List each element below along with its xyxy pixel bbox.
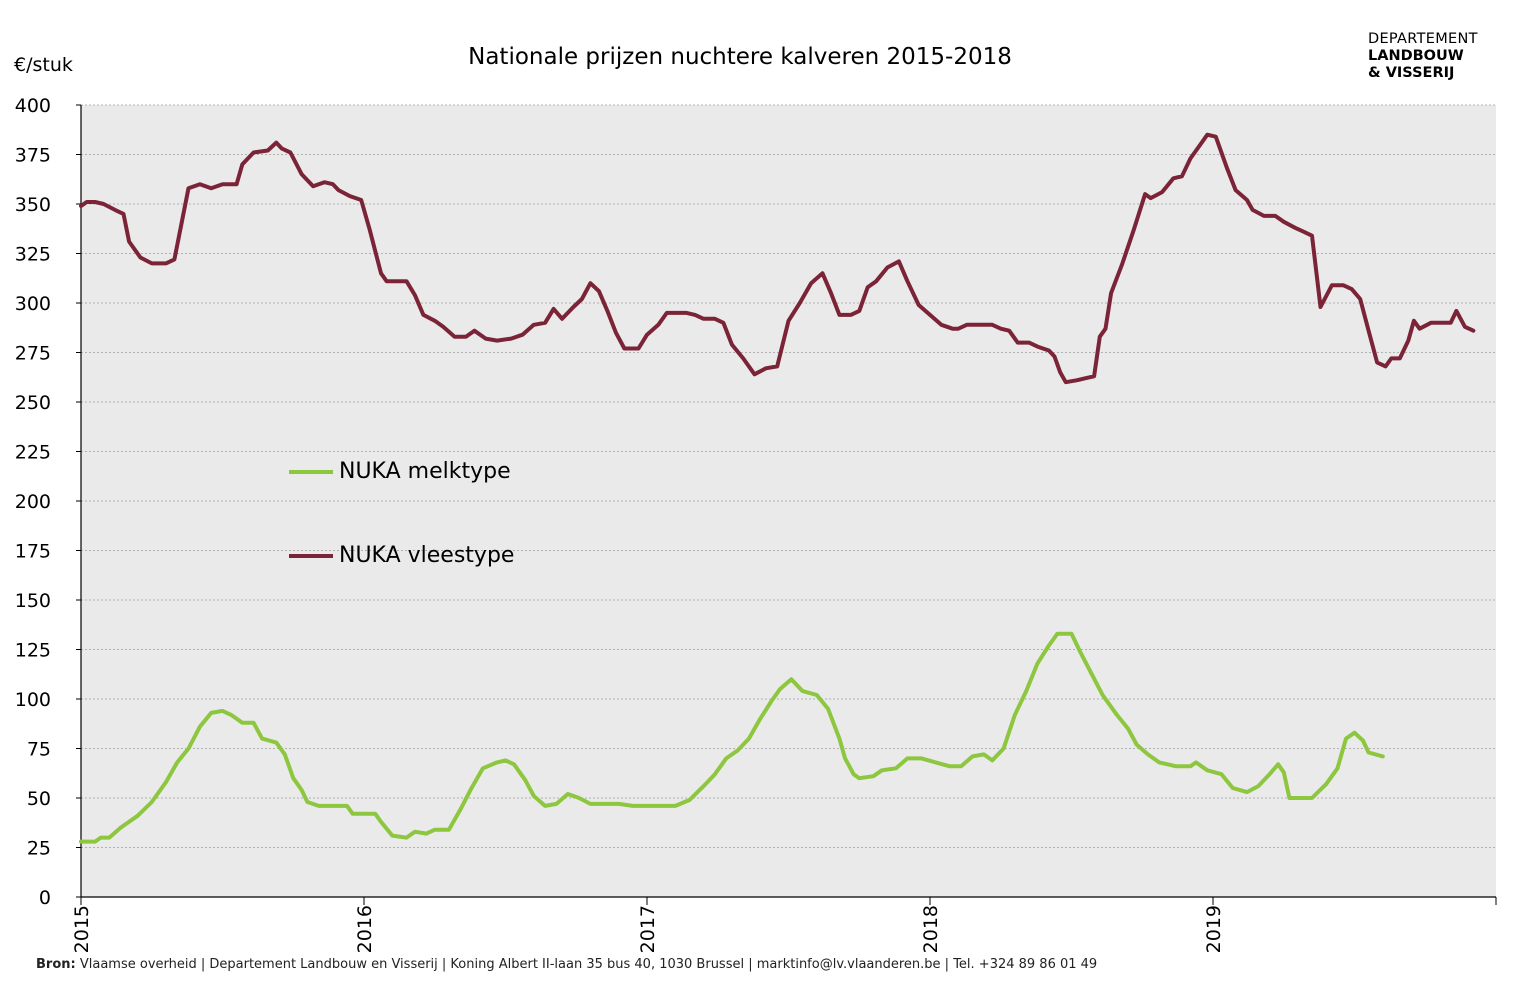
- source-footer: Bron: Vlaamse overheid | Departement Lan…: [36, 957, 1097, 972]
- y-axis-unit-label: €/stuk: [14, 54, 73, 76]
- legend-swatch-vleestype: [289, 553, 333, 558]
- y-tick-label: 25: [27, 838, 51, 860]
- y-tick-label: 0: [39, 887, 51, 909]
- y-tick-label: 275: [15, 343, 51, 365]
- y-tick-label: 325: [15, 244, 51, 266]
- y-tick-label: 150: [15, 590, 51, 612]
- y-tick-label: 50: [27, 788, 51, 810]
- source-label: Bron:: [36, 957, 76, 972]
- y-tick-label: 375: [15, 145, 51, 167]
- series-line-melktype: [79, 631, 1385, 844]
- y-tick-label: 125: [15, 640, 51, 662]
- department-logo: DEPARTEMENT LANDBOUW & VISSERIJ: [1368, 31, 1478, 82]
- y-tick-label: 100: [15, 689, 51, 711]
- y-tick-label: 75: [27, 739, 51, 761]
- plot-area: [81, 105, 1496, 897]
- legend-label-melktype: NUKA melktype: [339, 459, 511, 484]
- y-tick-label: 400: [15, 95, 51, 117]
- legend-swatch-melktype: [289, 469, 333, 474]
- legend-label-vleestype: NUKA vleestype: [339, 543, 515, 568]
- x-tick-label: 2015: [71, 905, 93, 953]
- y-tick-label: 200: [15, 491, 51, 513]
- x-tick-label: 2017: [637, 905, 659, 953]
- legend-item-vleestype: NUKA vleestype: [289, 543, 514, 568]
- x-tick-label: 2016: [354, 905, 376, 953]
- y-tick-label: 250: [15, 392, 51, 414]
- y-tick-label: 350: [15, 194, 51, 216]
- x-tick-label: 2019: [1203, 905, 1225, 953]
- legend-item-melktype: NUKA melktype: [289, 459, 511, 484]
- logo-line-2: LANDBOUW: [1368, 48, 1464, 64]
- y-tick-label: 225: [15, 442, 51, 464]
- logo-line-1: DEPARTEMENT: [1368, 31, 1478, 47]
- logo-line-3: & VISSERIJ: [1368, 65, 1455, 81]
- source-text: Vlaamse overheid | Departement Landbouw …: [79, 957, 1098, 972]
- series-line-vleestype: [79, 132, 1476, 385]
- y-tick-label: 300: [15, 293, 51, 315]
- chart-title: Nationale prijzen nuchtere kalveren 2015…: [468, 44, 1012, 70]
- y-tick-label: 175: [15, 541, 51, 563]
- x-tick-label: 2018: [920, 905, 942, 953]
